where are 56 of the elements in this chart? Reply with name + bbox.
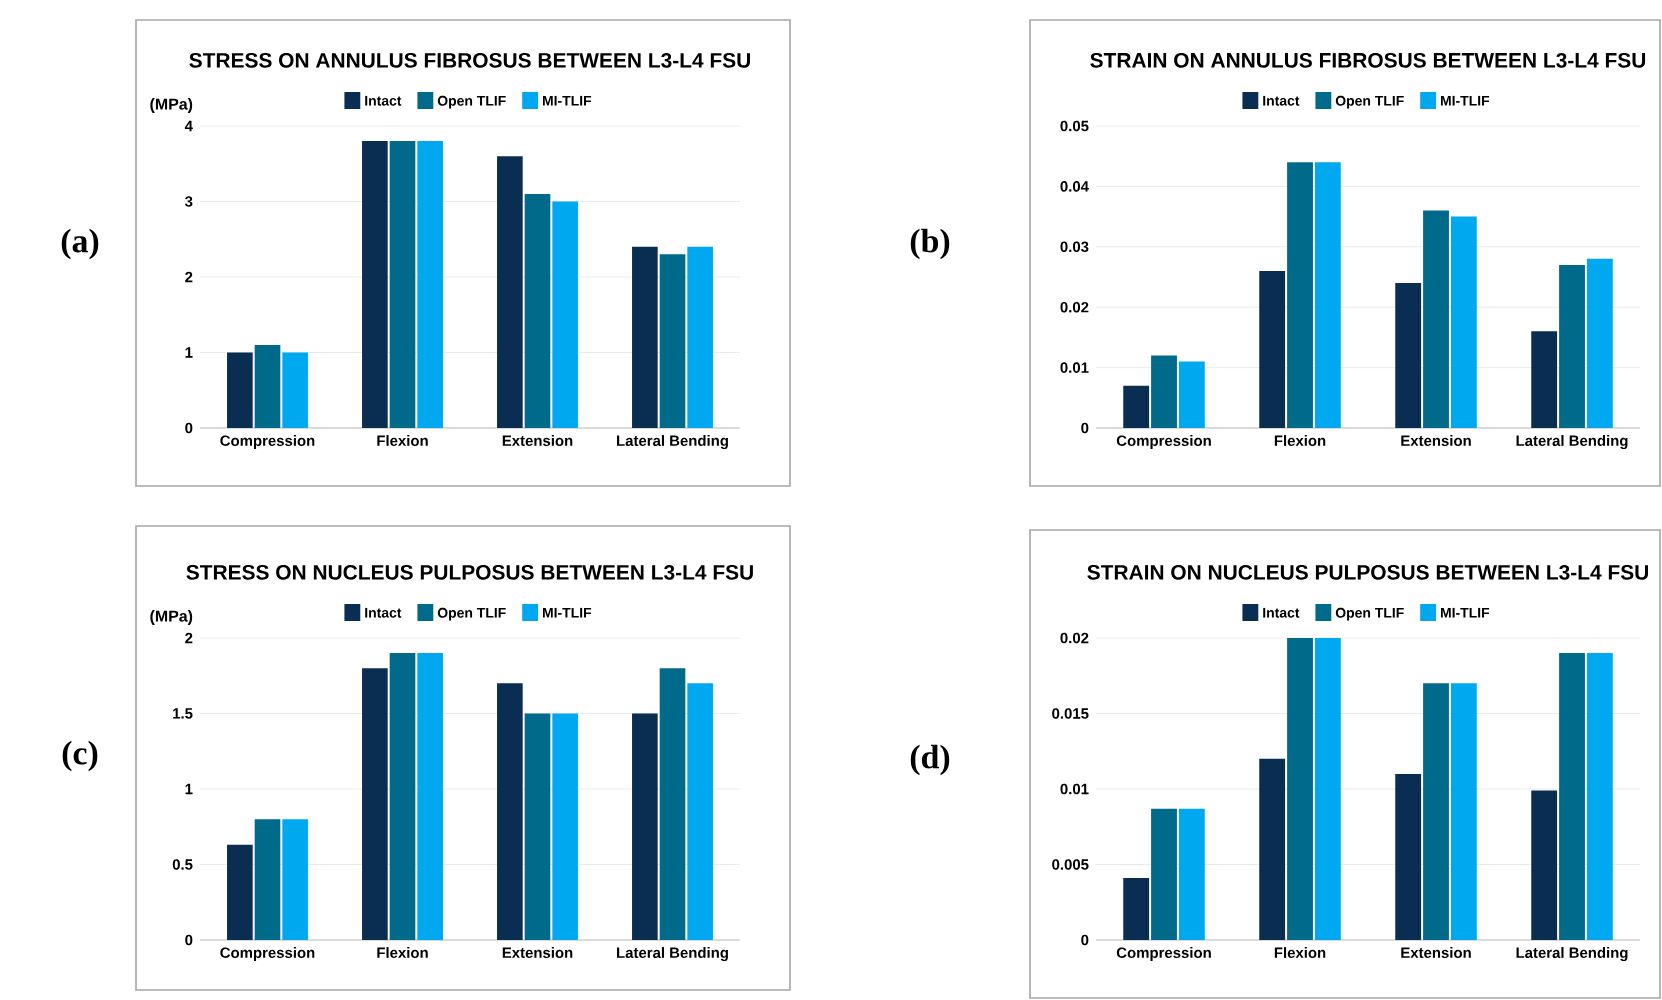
bar [1151,808,1177,940]
bar [1151,355,1177,428]
bar [1423,683,1449,940]
bar [389,653,416,940]
bar [552,713,578,940]
bar [687,246,713,428]
bar [632,713,658,940]
bar [1178,808,1205,940]
bar [417,653,443,940]
bar [1123,385,1150,428]
bar [362,668,388,940]
bar [1423,210,1449,428]
bar [1287,162,1313,428]
bar [1287,638,1313,940]
bar [1586,653,1613,940]
bar [1314,638,1341,940]
bar [659,254,686,428]
bar [1531,790,1558,940]
bar [1178,361,1205,428]
bar [1559,653,1585,940]
bar [1123,878,1150,940]
chart-title: STRESS ON ANNULUS FIBROSUS BETWEEN L3-L4 FSU [189,52,750,68]
bar [552,201,578,428]
bar [1259,270,1286,428]
chart-title: STRAIN ON NUCLEUS PULPOSUS BETWEEN L3-L4 FSU [1087,564,1648,580]
bar [1314,162,1341,428]
bar [1395,283,1422,428]
bar [524,193,551,428]
text: (a) [61,228,99,260]
bar [687,683,713,940]
bar [524,713,551,940]
chart-title: STRESS ON NUCLEUS PULPOSUS BETWEEN L3-L4 FSU [186,564,753,580]
bar [362,141,388,428]
bar [1559,264,1585,428]
bar [1450,683,1477,940]
bar [1395,773,1422,940]
bar [1586,258,1613,428]
bar [227,352,253,428]
bar [497,683,523,940]
bar [659,668,686,940]
bar [389,141,416,428]
bar [632,246,658,428]
chart-title: STRAIN ON ANNULUS FIBROSUS BETWEEN L3-L4 FSU [1090,52,1646,68]
bar [417,141,443,428]
bar [282,819,308,940]
bar [1531,331,1558,428]
bar [282,352,308,428]
bar [1259,758,1286,940]
bar [497,156,523,428]
bar [227,844,253,940]
text: (b) [910,228,950,260]
bar [254,344,281,428]
bar [1450,216,1477,428]
text: (c) [62,740,98,772]
text: (d) [910,744,950,776]
bar [254,819,281,940]
